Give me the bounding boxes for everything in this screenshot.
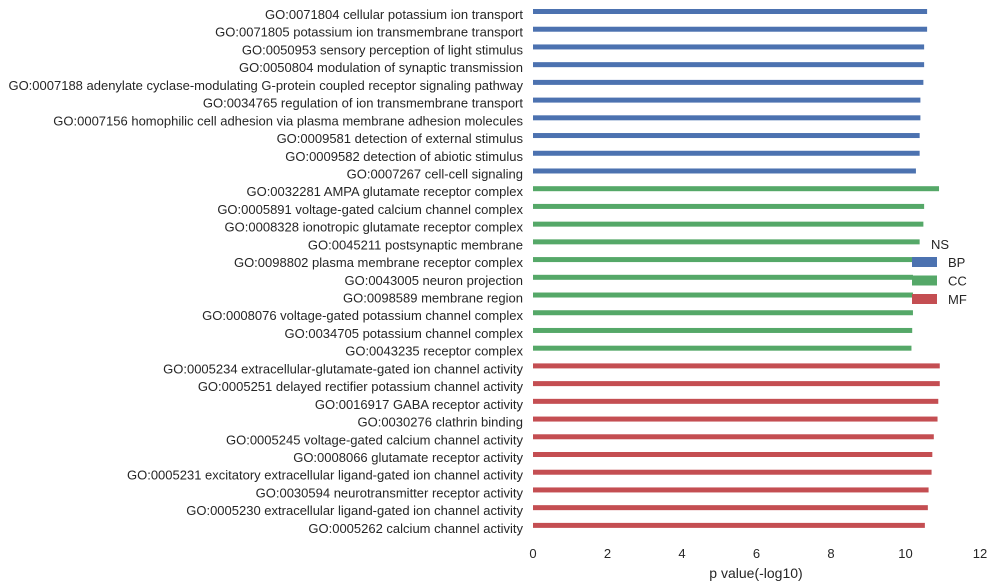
category-label-8: GO:0009582 detection of abiotic stimulus: [285, 149, 523, 164]
legend-swatch-cc: [912, 275, 937, 286]
x-tick-label-6: 12: [973, 546, 987, 561]
bar-9: [533, 168, 916, 174]
legend-label-mf: MF: [948, 292, 967, 307]
category-label-24: GO:0005245 voltage-gated calcium channel…: [226, 432, 524, 447]
bar-3: [533, 62, 925, 68]
legend: NS BP CC MF: [912, 237, 967, 307]
bar-20: [533, 363, 940, 369]
bar-4: [533, 79, 924, 85]
bar-6: [533, 115, 921, 121]
bar-7: [533, 133, 920, 139]
legend-label-bp: BP: [948, 255, 965, 270]
bar-13: [533, 239, 920, 245]
bar-15: [533, 274, 913, 280]
category-label-12: GO:0008328 ionotropic glutamate receptor…: [225, 220, 524, 235]
bar-1: [533, 26, 928, 32]
bar-23: [533, 416, 938, 422]
bar-5: [533, 97, 921, 103]
category-label-29: GO:0005262 calcium channel activity: [308, 521, 523, 536]
bar-18: [533, 327, 913, 333]
x-axis-label: p value(-log10): [709, 565, 802, 581]
bar-10: [533, 186, 940, 192]
category-label-17: GO:0008076 voltage-gated potassium chann…: [202, 308, 523, 323]
x-tick-label-0: 0: [529, 546, 536, 561]
x-tick-label-2: 4: [678, 546, 685, 561]
bar-0: [533, 9, 928, 14]
category-label-11: GO:0005891 voltage-gated calcium channel…: [217, 202, 523, 217]
category-label-16: GO:0098589 membrane region: [343, 291, 523, 306]
category-label-0: GO:0071804 cellular potassium ion transp…: [265, 7, 523, 22]
x-axis-ticks: 0 2 4 6 8 10 12: [529, 546, 987, 561]
bar-2: [533, 44, 925, 50]
bar-24: [533, 434, 934, 440]
bar-25: [533, 452, 933, 457]
x-tick-label-5: 10: [898, 546, 912, 561]
category-label-2: GO:0050953 sensory perception of light s…: [242, 42, 524, 57]
category-label-9: GO:0007267 cell-cell signaling: [347, 166, 523, 181]
category-label-27: GO:0030594 neurotransmitter receptor act…: [256, 485, 524, 500]
category-label-13: GO:0045211 postsynaptic membrane: [308, 237, 523, 252]
bar-19: [533, 345, 912, 351]
category-labels: GO:0071804 cellular potassium ion transp…: [8, 7, 523, 536]
bar-27: [533, 487, 929, 493]
bar-11: [533, 203, 925, 209]
category-label-18: GO:0034705 potassium channel complex: [285, 326, 524, 341]
x-tick-label-1: 2: [604, 546, 611, 561]
category-label-5: GO:0034765 regulation of ion transmembra…: [203, 96, 524, 111]
category-label-14: GO:0098802 plasma membrane receptor comp…: [234, 255, 524, 270]
bar-21: [533, 381, 940, 387]
category-label-25: GO:0008066 glutamate receptor activity: [293, 450, 523, 465]
category-label-4: GO:0007188 adenylate cyclase-modulating …: [8, 78, 523, 93]
legend-label-cc: CC: [948, 274, 967, 289]
legend-swatch-mf: [912, 294, 937, 304]
bar-26: [533, 469, 932, 475]
x-tick-label-3: 6: [753, 546, 760, 561]
legend-swatch-bp: [912, 257, 937, 267]
category-label-21: GO:0005251 delayed rectifier potassium c…: [198, 379, 524, 394]
category-label-10: GO:0032281 AMPA glutamate receptor compl…: [246, 184, 523, 199]
category-label-15: GO:0043005 neuron projection: [344, 273, 523, 288]
bar-12: [533, 221, 924, 227]
bar-17: [533, 310, 913, 316]
category-label-7: GO:0009581 detection of external stimulu…: [277, 131, 524, 146]
bar-16: [533, 292, 913, 298]
category-label-20: GO:0005234 extracellular-glutamate-gated…: [163, 361, 523, 376]
category-label-1: GO:0071805 potassium ion transmembrane t…: [215, 25, 523, 40]
x-tick-label-4: 8: [827, 546, 834, 561]
category-label-19: GO:0043235 receptor complex: [345, 344, 523, 359]
bar-28: [533, 505, 928, 511]
legend-title: NS: [931, 237, 949, 252]
bar-29: [533, 522, 925, 528]
category-label-28: GO:0005230 extracellular ligand-gated io…: [186, 503, 523, 518]
bars-layer: [533, 9, 940, 528]
category-label-26: GO:0005231 excitatory extracellular liga…: [127, 468, 524, 483]
bar-8: [533, 150, 920, 156]
bar-14: [533, 257, 917, 263]
category-label-23: GO:0030276 clathrin binding: [357, 415, 523, 430]
category-label-3: GO:0050804 modulation of synaptic transm…: [239, 60, 523, 75]
bar-22: [533, 398, 939, 404]
category-label-22: GO:0016917 GABA receptor activity: [315, 397, 524, 412]
category-label-6: GO:0007156 homophilic cell adhesion via …: [53, 113, 523, 128]
